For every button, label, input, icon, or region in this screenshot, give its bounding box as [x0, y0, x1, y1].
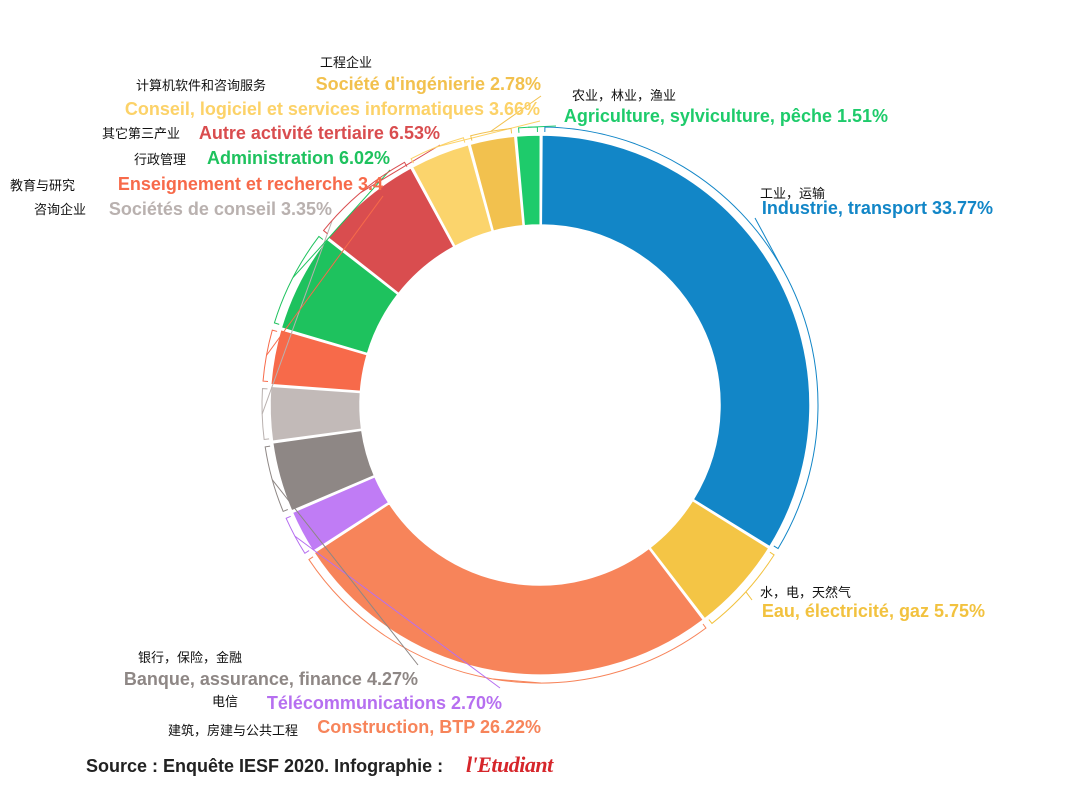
- slice-label-fr-11: Société d'ingénierie 2.78%: [316, 74, 541, 94]
- slice-bracket-2: [708, 551, 775, 625]
- slice-label-zh-1: 工业，运输: [760, 186, 825, 201]
- leader-line-2: [745, 591, 753, 601]
- leader-line-8: [292, 169, 391, 279]
- slice-label-zh-8: 行政管理: [134, 152, 186, 167]
- slice-bracket-7: [262, 329, 278, 382]
- slice-label-zh-11: 工程企业: [320, 55, 372, 70]
- leader-line-10: [436, 120, 541, 148]
- slice-label-fr-9: Autre activité tertiaire 6.53%: [199, 123, 440, 143]
- slice-label-zh-9: 其它第三产业: [102, 126, 180, 141]
- leader-line-9: [360, 144, 441, 193]
- leader-line-5: [271, 479, 419, 666]
- slice-bracket-8: [273, 235, 324, 325]
- slice-11: [469, 135, 524, 233]
- slice-label-zh-5: 银行，保险，金融: [138, 650, 242, 665]
- slice-label-fr-5: Banque, assurance, finance 4.27%: [124, 669, 418, 689]
- slice-bracket-11: [470, 127, 513, 141]
- slice-label-zh-4: 电信: [212, 694, 238, 709]
- slice-label-fr-6: Sociétés de conseil 3.35%: [109, 199, 332, 219]
- leader-line-4: [294, 535, 501, 689]
- slice-6: [269, 385, 363, 443]
- slice-bracket-6: [261, 388, 270, 441]
- slice-10: [411, 143, 494, 248]
- slice-8: [280, 238, 400, 355]
- slice-bracket-9: [322, 161, 408, 235]
- letudiant-logo: l'Etudiant: [466, 752, 553, 777]
- slice-label-fr-10: Conseil, logiciel et services informatiq…: [125, 99, 540, 119]
- leader-line-0: [527, 125, 557, 128]
- source-text: Source : Enquête IESF 2020. Infographie …: [86, 756, 444, 776]
- leader-line-7: [266, 195, 384, 356]
- slice-7: [269, 328, 369, 393]
- slice-9: [326, 166, 455, 295]
- leader-line-3: [492, 678, 542, 684]
- slice-label-zh-7: 教育与研究: [10, 178, 75, 193]
- slice-2: [648, 499, 770, 620]
- slice-label-fr-7: Enseignement et recherche 3.4: [118, 174, 383, 194]
- leader-line-6: [261, 220, 333, 415]
- slice-label-zh-10: 计算机软件和咨询服务: [136, 78, 266, 93]
- slice-label-zh-0: 农业，林业，渔业: [572, 88, 676, 103]
- slice-label-fr-3: Construction, BTP 26.22%: [317, 717, 541, 737]
- slice-label-fr-2: Eau, électricité, gaz 5.75%: [762, 601, 985, 621]
- slice-1: [540, 134, 811, 548]
- slice-label-zh-3: 建筑，房建与公共工程: [168, 723, 298, 738]
- slice-labels: Agriculture, sylviculture, pêche 1.51% 农业…: [10, 55, 993, 738]
- slice-5: [271, 429, 376, 512]
- slice-label-fr-8: Administration 6.02%: [207, 148, 390, 168]
- slice-4: [291, 475, 390, 553]
- slice-3: [312, 502, 705, 676]
- slice-label-fr-1: Industrie, transport 33.77%: [762, 198, 993, 218]
- leader-line-1: [754, 217, 784, 271]
- label-brackets: [261, 95, 819, 689]
- slice-label-fr-0: Agriculture, sylviculture, pêche 1.51%: [564, 106, 888, 126]
- leader-line-11: [490, 95, 542, 132]
- slice-label-fr-4: Télécommunications 2.70%: [267, 693, 502, 713]
- slice-0: [515, 134, 542, 227]
- slice-bracket-0: [518, 126, 538, 133]
- slice-label-zh-6: 咨询企业: [34, 202, 86, 217]
- slice-label-zh-2: 水，电，天然气: [760, 585, 851, 600]
- chart-slices: [269, 134, 811, 676]
